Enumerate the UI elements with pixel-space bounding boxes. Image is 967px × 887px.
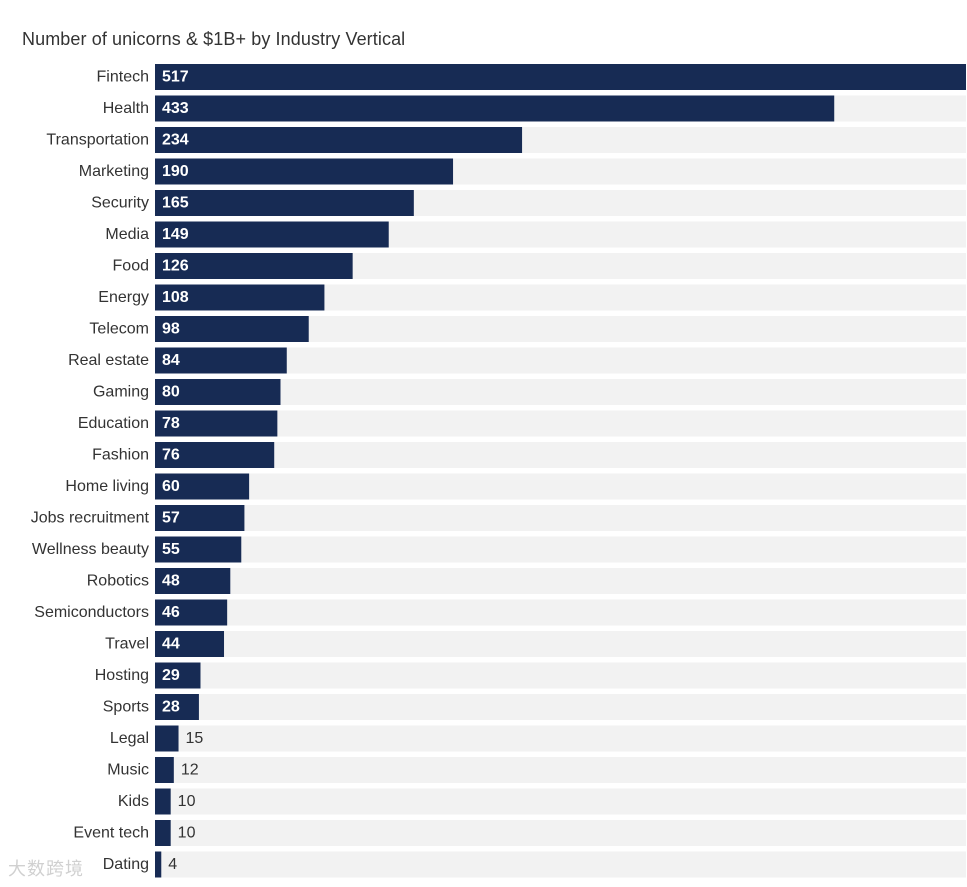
value-label: 44 xyxy=(162,636,180,653)
category-label: Home living xyxy=(65,478,149,495)
value-label: 48 xyxy=(162,573,180,590)
value-label: 10 xyxy=(178,825,196,842)
category-label: Robotics xyxy=(87,573,149,590)
bar-track xyxy=(155,536,966,563)
value-label: 165 xyxy=(162,195,189,212)
value-label: 55 xyxy=(162,541,180,558)
value-label: 76 xyxy=(162,447,180,464)
bar xyxy=(155,410,278,437)
bar xyxy=(155,694,199,720)
value-label: 28 xyxy=(162,699,180,716)
bar-track xyxy=(155,473,966,500)
category-label: Security xyxy=(91,195,149,212)
bar xyxy=(155,221,389,248)
category-label: Kids xyxy=(118,793,149,810)
category-label: Education xyxy=(78,415,149,432)
bar-track xyxy=(155,505,966,531)
value-label: 15 xyxy=(186,730,204,747)
value-label: 80 xyxy=(162,384,180,401)
bar-track xyxy=(155,662,966,689)
bar xyxy=(155,536,242,563)
category-label: Fashion xyxy=(92,447,149,464)
bar-track xyxy=(155,347,966,374)
category-label: Event tech xyxy=(73,825,149,842)
value-label: 29 xyxy=(162,667,180,684)
category-label: Hosting xyxy=(95,667,149,684)
bar xyxy=(155,316,309,342)
bar-track xyxy=(155,851,966,878)
category-label: Health xyxy=(103,100,149,117)
value-label: 78 xyxy=(162,415,180,432)
bar xyxy=(155,284,325,311)
category-label: Energy xyxy=(98,289,149,306)
bar xyxy=(155,725,179,752)
category-label: Sports xyxy=(103,699,149,716)
watermark-logo: 大数跨境 xyxy=(8,859,84,880)
bar xyxy=(155,473,250,500)
value-label: 46 xyxy=(162,604,180,621)
value-label: 517 xyxy=(162,69,189,86)
value-label: 234 xyxy=(162,132,189,149)
bar xyxy=(155,158,454,185)
bar xyxy=(155,347,287,374)
bar xyxy=(155,851,162,878)
value-label: 108 xyxy=(162,289,189,306)
category-label: Fintech xyxy=(97,69,149,86)
bar-track xyxy=(155,410,966,437)
bar-track xyxy=(155,788,966,815)
value-label: 10 xyxy=(178,793,196,810)
category-label: Legal xyxy=(110,730,149,747)
bar-track xyxy=(155,631,966,657)
bar xyxy=(155,631,225,657)
bar-track xyxy=(155,694,966,720)
category-label: Wellness beauty xyxy=(32,541,149,558)
bar xyxy=(155,442,275,468)
category-label: Music xyxy=(107,762,149,779)
bar-track xyxy=(155,725,966,752)
value-label: 57 xyxy=(162,510,180,527)
bar xyxy=(155,599,228,626)
category-label: Real estate xyxy=(68,352,149,369)
value-label: 126 xyxy=(162,258,189,275)
category-label: Food xyxy=(113,258,149,275)
bar xyxy=(155,820,171,846)
category-label: Gaming xyxy=(93,384,149,401)
value-label: 12 xyxy=(181,762,199,779)
bar-track xyxy=(155,599,966,626)
category-label: Media xyxy=(105,226,149,243)
category-label: Jobs recruitment xyxy=(31,510,150,527)
category-label: Telecom xyxy=(89,321,149,338)
bar-track xyxy=(155,568,966,594)
bar-track xyxy=(155,379,966,405)
bar xyxy=(155,505,245,531)
category-label: Travel xyxy=(105,636,149,653)
bar xyxy=(155,190,414,216)
category-label: Dating xyxy=(103,856,149,873)
bar xyxy=(155,253,353,279)
value-label: 4 xyxy=(168,856,177,873)
bar xyxy=(155,788,171,815)
value-label: 190 xyxy=(162,163,189,180)
bar xyxy=(155,95,835,122)
value-label: 60 xyxy=(162,478,180,495)
category-label: Marketing xyxy=(79,163,149,180)
bar-track xyxy=(155,442,966,468)
category-label: Transportation xyxy=(46,132,149,149)
value-label: 433 xyxy=(162,100,189,117)
bar-track xyxy=(155,757,966,783)
bar xyxy=(155,757,174,783)
bar xyxy=(155,662,201,689)
bar-track xyxy=(155,820,966,846)
chart-title: Number of unicorns & $1B+ by Industry Ve… xyxy=(22,29,406,49)
bar xyxy=(155,568,231,594)
bar xyxy=(155,64,966,90)
category-label: Semiconductors xyxy=(34,604,149,621)
value-label: 84 xyxy=(162,352,180,369)
value-label: 149 xyxy=(162,226,189,243)
bar xyxy=(155,127,523,153)
value-label: 98 xyxy=(162,321,180,338)
bar xyxy=(155,379,281,405)
